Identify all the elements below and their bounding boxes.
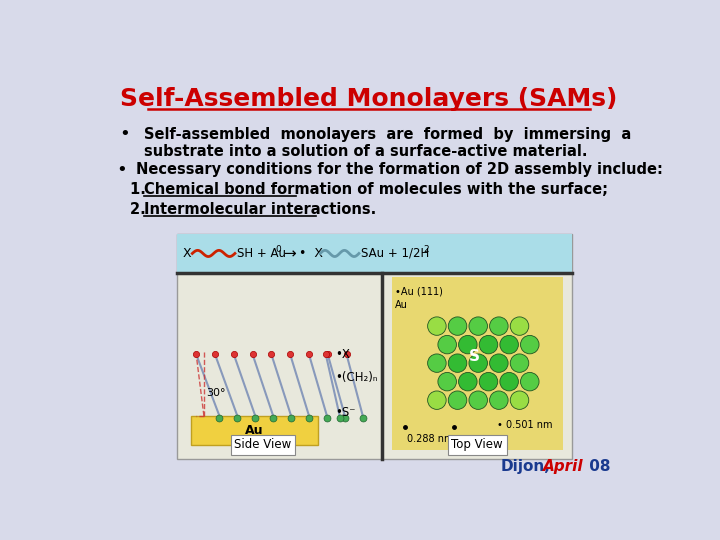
- Text: Chemical bond formation of molecules with the surface;: Chemical bond formation of molecules wit…: [144, 182, 608, 197]
- Text: • 0.501 nm: • 0.501 nm: [497, 420, 552, 430]
- Text: X: X: [183, 247, 192, 260]
- Circle shape: [500, 373, 518, 391]
- Bar: [177, 234, 572, 459]
- Circle shape: [510, 354, 528, 373]
- Text: •X: •X: [335, 348, 350, 361]
- Text: •(CH₂)ₙ: •(CH₂)ₙ: [335, 371, 377, 384]
- Circle shape: [490, 391, 508, 409]
- Circle shape: [469, 354, 487, 373]
- Text: 1.: 1.: [130, 182, 151, 197]
- Text: Au: Au: [395, 300, 408, 310]
- Text: Au: Au: [246, 424, 264, 437]
- Text: 30°: 30°: [206, 388, 226, 398]
- Text: Necessary conditions for the formation of 2D assembly include:: Necessary conditions for the formation o…: [137, 162, 663, 177]
- Circle shape: [521, 373, 539, 391]
- Text: Side View: Side View: [235, 438, 292, 451]
- Text: •  X: • X: [300, 247, 323, 260]
- Bar: [177, 234, 572, 273]
- Circle shape: [480, 373, 498, 391]
- Circle shape: [459, 373, 477, 391]
- Text: Intermolecular interactions.: Intermolecular interactions.: [144, 202, 377, 217]
- Circle shape: [428, 391, 446, 409]
- Circle shape: [490, 354, 508, 373]
- Bar: [191, 416, 318, 445]
- Bar: [392, 278, 563, 450]
- Circle shape: [510, 391, 528, 409]
- Circle shape: [510, 317, 528, 335]
- Text: Dijon,: Dijon,: [500, 459, 551, 474]
- Circle shape: [449, 391, 467, 409]
- Text: Self-Assembled Monolayers (SAMs): Self-Assembled Monolayers (SAMs): [120, 87, 618, 111]
- Text: SAu + 1/2H: SAu + 1/2H: [361, 247, 430, 260]
- Text: SH + Au: SH + Au: [238, 247, 287, 260]
- Circle shape: [438, 373, 456, 391]
- Circle shape: [428, 354, 446, 373]
- Text: 2: 2: [423, 245, 429, 254]
- Circle shape: [500, 335, 518, 354]
- Circle shape: [459, 335, 477, 354]
- Text: →: →: [283, 246, 295, 261]
- Circle shape: [521, 335, 539, 354]
- Text: 08: 08: [584, 459, 610, 474]
- Text: •Au (111): •Au (111): [395, 286, 443, 296]
- Text: 2.: 2.: [130, 202, 151, 217]
- Text: •S⁻: •S⁻: [335, 406, 356, 419]
- Text: •: •: [120, 125, 130, 143]
- Circle shape: [469, 317, 487, 335]
- Text: substrate into a solution of a surface-active material.: substrate into a solution of a surface-a…: [144, 144, 588, 159]
- Circle shape: [490, 317, 508, 335]
- Text: S: S: [469, 349, 480, 363]
- Text: Self-assembled  monolayers  are  formed  by  immersing  a: Self-assembled monolayers are formed by …: [144, 126, 631, 141]
- Circle shape: [438, 335, 456, 354]
- Circle shape: [449, 354, 467, 373]
- Circle shape: [428, 317, 446, 335]
- Text: Top View: Top View: [451, 438, 503, 451]
- Circle shape: [480, 335, 498, 354]
- Text: April: April: [544, 459, 584, 474]
- Circle shape: [469, 391, 487, 409]
- Text: 0: 0: [275, 245, 281, 254]
- Circle shape: [449, 317, 467, 335]
- Text: •: •: [117, 160, 127, 179]
- Text: 0.288 nm: 0.288 nm: [407, 434, 453, 444]
